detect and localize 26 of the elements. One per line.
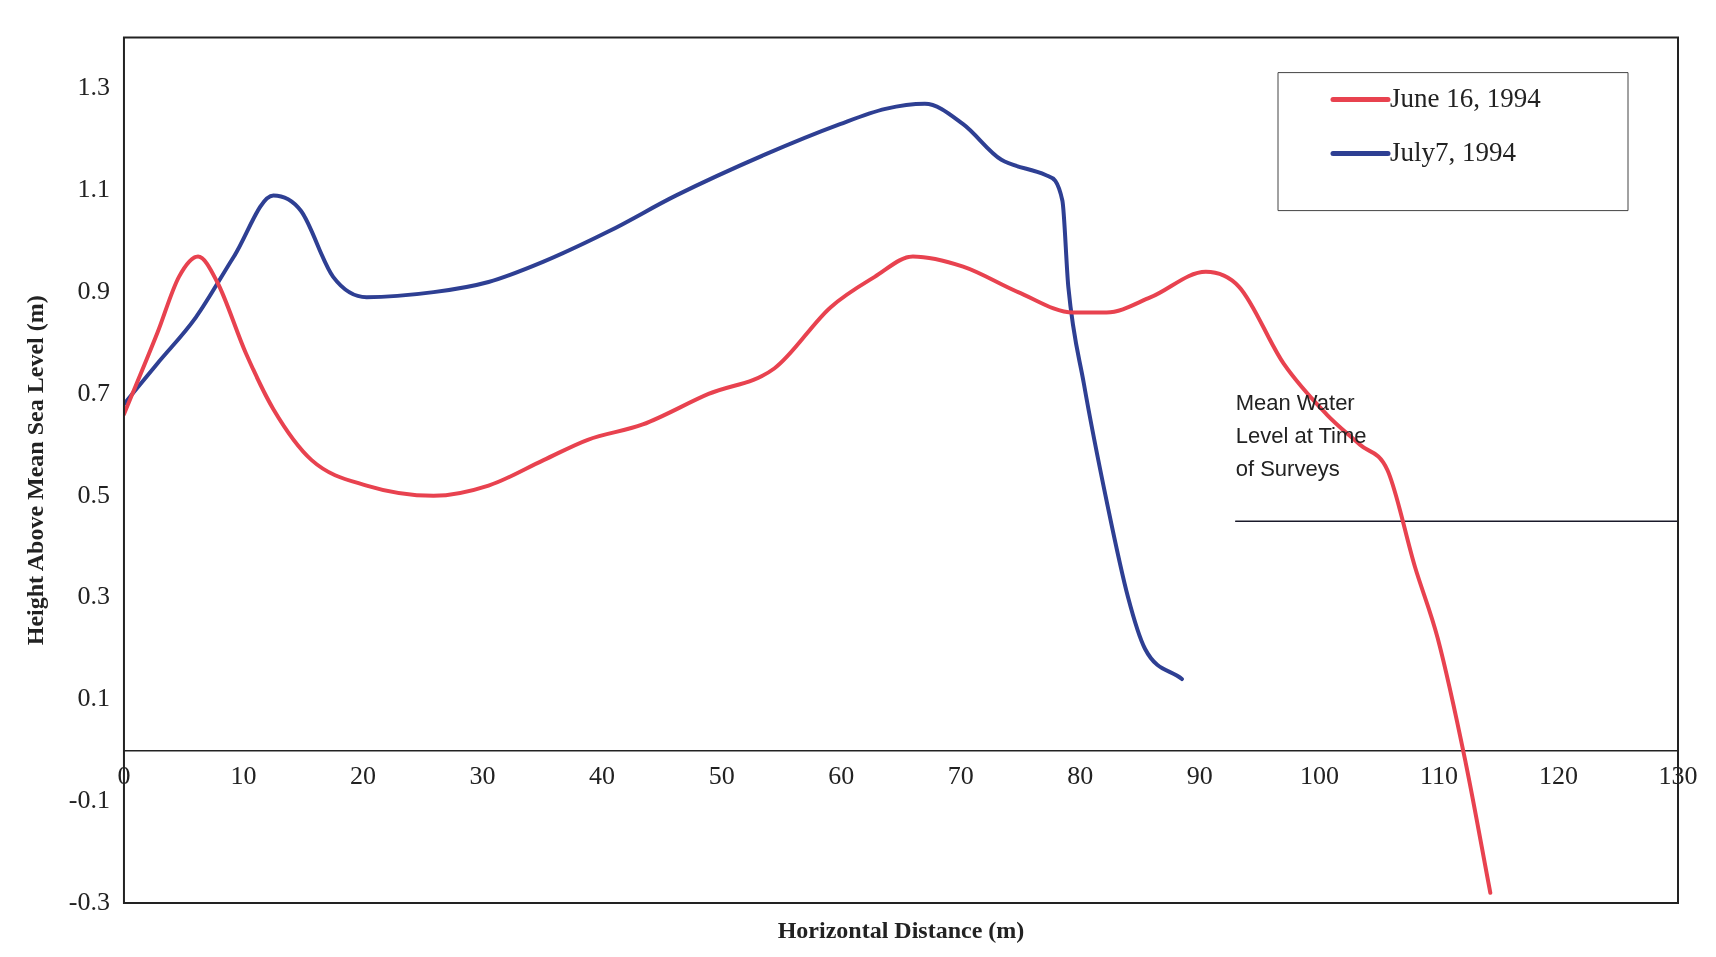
y-tick-label: 0.9 (77, 275, 110, 305)
y-tick-label: 0.7 (77, 377, 110, 407)
x-tick-label: 120 (1538, 760, 1578, 790)
y-tick-label: -0.1 (68, 785, 110, 815)
line-series (123, 101, 1184, 682)
x-tick-label: 10 (230, 760, 257, 790)
x-tick-label: 40 (589, 760, 616, 790)
y-tick-label: 0.3 (77, 581, 110, 611)
x-tick-label: 50 (708, 760, 735, 790)
y-tick-label: 1.1 (77, 174, 110, 204)
x-tick-label: 70 (947, 760, 974, 790)
legend-label: June 16, 1994 (1390, 82, 1542, 113)
y-tick-label: 1.3 (77, 72, 110, 102)
x-tick-label: 60 (828, 760, 855, 790)
legend-label: July7, 1994 (1390, 136, 1517, 167)
y-tick-label: 0.5 (77, 479, 110, 509)
x-tick-label: 20 (350, 760, 377, 790)
x-tick-label: 100 (1299, 760, 1339, 790)
y-tick-label: 0.1 (77, 683, 110, 713)
x-tick-label: 80 (1067, 760, 1094, 790)
x-axis-title: Horizontal Distance (m) (777, 917, 1025, 944)
x-tick-label: 110 (1419, 760, 1458, 790)
y-tick-label: -0.3 (68, 886, 110, 916)
x-tick-label: 30 (469, 760, 496, 790)
x-tick-label: 90 (1186, 760, 1213, 790)
y-axis-title: Height Above Mean Sea Level (m) (21, 295, 48, 646)
